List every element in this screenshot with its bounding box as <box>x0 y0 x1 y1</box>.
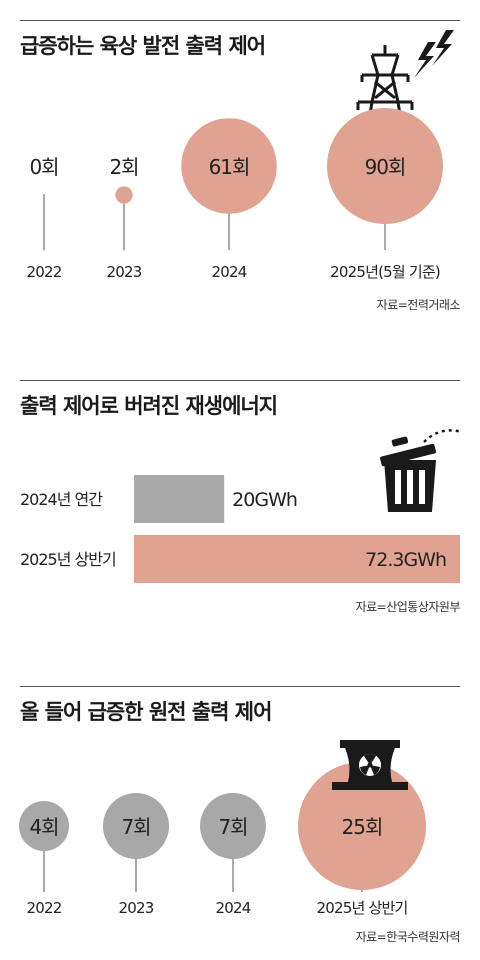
category-label: 2022 <box>27 899 62 917</box>
section-1-source: 자료=전력거래소 <box>376 298 461 312</box>
category-label: 2024 <box>216 899 251 917</box>
category-label: 2025년 상반기 <box>20 550 116 569</box>
nuclear-plant-icon <box>332 740 408 790</box>
trash-can-icon <box>380 429 463 512</box>
value-label: 72.3GWh <box>365 549 446 571</box>
bar <box>134 535 460 583</box>
bar <box>134 475 225 523</box>
bubble-label: 7회 <box>121 815 150 839</box>
value-label: 20GWh <box>232 489 297 511</box>
category-label: 2022 <box>27 263 62 281</box>
section-3-chart: 4회 7회 7회 25회 2022 2023 2024 2025년 상반기 <box>19 740 426 917</box>
category-label: 2024년 연간 <box>20 490 103 509</box>
bubble <box>200 793 266 859</box>
bubble-label: 61회 <box>209 155 250 179</box>
bubble-label: 25회 <box>342 815 383 839</box>
bubble <box>327 108 443 224</box>
section-3-top-rule <box>20 686 460 687</box>
section-1-title: 급증하는 육상 발전 출력 제어 <box>20 34 266 58</box>
section-3-title: 올 들어 급증한 원전 출력 제어 <box>20 700 272 724</box>
bubble-label: 90회 <box>365 155 406 179</box>
section-2-source: 자료=산업통상자원부 <box>355 600 461 614</box>
section-3-source: 자료=한국수력원자력 <box>355 930 461 944</box>
bubble <box>181 118 277 214</box>
bubble-label: 2회 <box>109 155 138 179</box>
category-label: 2024 <box>212 263 247 281</box>
category-label: 2025년 상반기 <box>317 899 408 917</box>
section-1-top-rule <box>20 20 460 21</box>
section-2-title: 출력 제어로 버려진 재생에너지 <box>20 394 278 418</box>
category-label: 2023 <box>107 263 142 281</box>
bubble <box>298 762 426 890</box>
bubble <box>103 793 169 859</box>
bubble-label: 4회 <box>29 815 58 839</box>
bubble <box>19 801 69 851</box>
section-2-chart: 2024년 연간 2025년 상반기 20GWh 72.3GWh <box>20 429 463 583</box>
bubble-label: 7회 <box>218 815 247 839</box>
bubble-label: 0회 <box>29 155 58 179</box>
bubble <box>115 186 133 204</box>
section-1-chart: 0회 2회 61회 90회 2022 2023 2024 2025년(5월 기준) <box>27 30 454 281</box>
category-label: 2025년(5월 기준) <box>330 263 440 281</box>
category-label: 2023 <box>119 899 154 917</box>
section-2-top-rule <box>20 380 460 381</box>
